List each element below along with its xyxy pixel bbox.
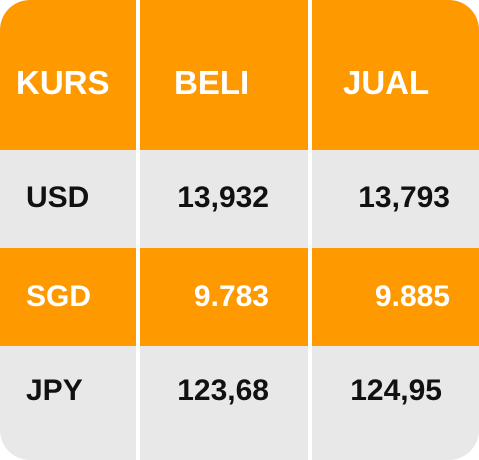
buy-rate: 9.783 bbox=[193, 280, 269, 313]
table-row-sgd: SGD 9.783 9.885 bbox=[0, 248, 479, 346]
header-beli: BELI bbox=[174, 64, 250, 101]
table-header-row: KURS BELI JUAL bbox=[0, 0, 479, 150]
buy-rate: 123,68 bbox=[177, 374, 269, 407]
buy-rate: 13,932 bbox=[177, 181, 269, 214]
sell-rate: 9.885 bbox=[374, 280, 450, 313]
column-divider bbox=[136, 0, 140, 460]
currency-code: USD bbox=[26, 181, 90, 214]
sell-rate: 124,95 bbox=[350, 374, 442, 407]
header-kurs: KURS bbox=[16, 64, 110, 101]
currency-code: JPY bbox=[26, 374, 83, 407]
table-row-usd: USD 13,932 13,793 bbox=[0, 150, 479, 248]
sell-rate: 13,793 bbox=[358, 181, 450, 214]
column-divider bbox=[308, 0, 312, 460]
table-row-jpy: JPY 123,68 124,95 bbox=[0, 346, 479, 460]
currency-code: SGD bbox=[26, 280, 92, 313]
header-jual: JUAL bbox=[343, 64, 430, 101]
